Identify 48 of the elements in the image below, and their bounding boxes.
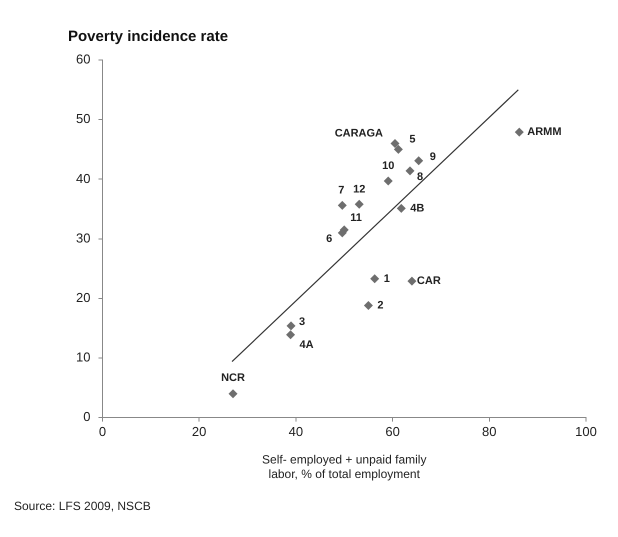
point (338, 200, 347, 210)
point (514, 128, 524, 137)
annotation: CARAGA (334, 127, 384, 140)
point (286, 321, 296, 330)
point (370, 274, 380, 284)
annotation: CAR (416, 275, 441, 288)
annotation: 5 (409, 133, 416, 146)
annotation: ARMM (527, 126, 562, 138)
point (394, 144, 403, 154)
annotation: 4A (300, 338, 314, 351)
point (407, 276, 416, 286)
annotation: 8 (416, 170, 424, 183)
annotation: 6 (326, 232, 332, 245)
x-tick-label: 80 (482, 424, 497, 439)
point (286, 330, 296, 340)
annotation: NCR (221, 372, 245, 384)
x-tick-label: 100 (575, 424, 597, 439)
x-tick-label: 0 (98, 424, 106, 439)
annotation: 7 (338, 184, 344, 196)
point (354, 200, 364, 209)
annotation: 2 (377, 300, 384, 312)
point (405, 166, 414, 176)
point (364, 301, 373, 310)
x-axis-title: Self- employed + unpaid family labor, % of total employment (262, 452, 426, 482)
point (390, 138, 400, 148)
point (396, 204, 406, 213)
chart-title: Poverty incidence rate (68, 28, 228, 46)
annotation: 12 (353, 183, 366, 196)
y-tick-label: 50 (76, 111, 90, 126)
y-tick-label: 60 (76, 52, 90, 67)
annotation: 11 (350, 212, 362, 224)
y-tick-label: 20 (76, 290, 90, 305)
x-tick-label: 40 (288, 424, 304, 439)
y-tick-label: 0 (83, 409, 90, 424)
point (384, 176, 393, 186)
x-tick-label: 60 (385, 424, 400, 439)
annotation: 9 (430, 150, 436, 163)
y-tick-label: 40 (76, 170, 90, 186)
x-tick-label: 20 (192, 424, 206, 439)
point (414, 156, 424, 166)
point (228, 389, 238, 398)
source-note: Source: LFS 2009, NSCB (14, 499, 151, 513)
y-tick-label: 10 (76, 350, 90, 365)
y-tick-label: 30 (76, 230, 90, 246)
annotation: 4B (410, 202, 424, 214)
annotation: 3 (299, 316, 306, 328)
annotation: 10 (382, 160, 394, 172)
annotation: 1 (384, 272, 390, 285)
